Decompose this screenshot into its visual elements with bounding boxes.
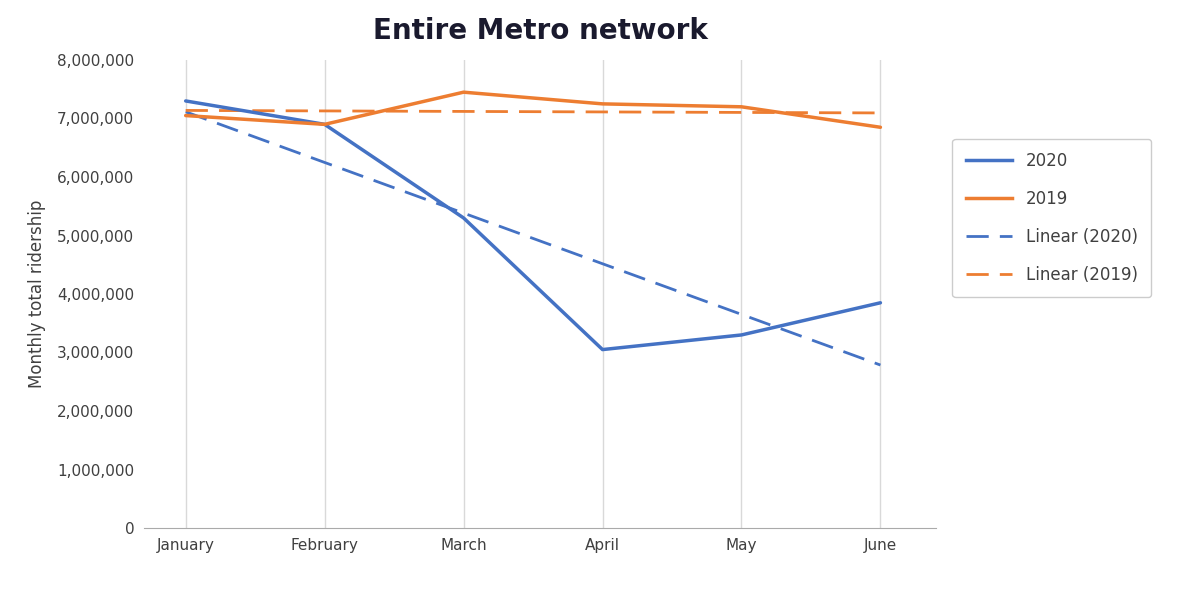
Y-axis label: Monthly total ridership: Monthly total ridership bbox=[28, 200, 46, 388]
Title: Entire Metro network: Entire Metro network bbox=[372, 17, 708, 45]
Legend: 2020, 2019, Linear (2020), Linear (2019): 2020, 2019, Linear (2020), Linear (2019) bbox=[953, 139, 1151, 297]
